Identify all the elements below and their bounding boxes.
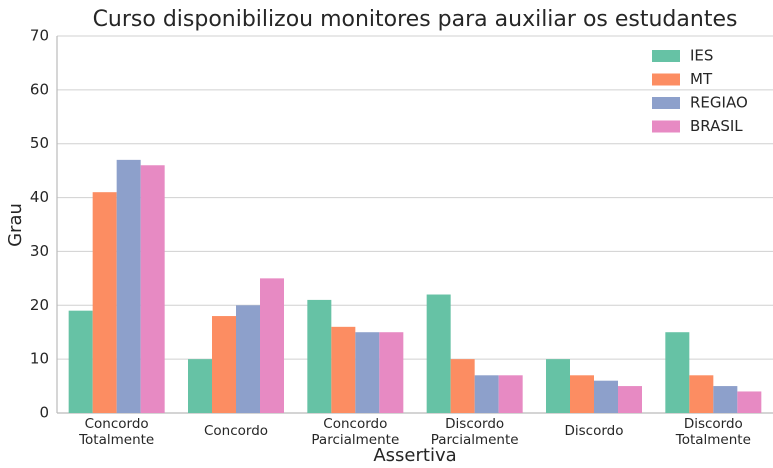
bar	[188, 359, 212, 413]
bar	[355, 332, 380, 413]
x-tick-label: Discordo Totalmente	[675, 416, 751, 448]
x-tick-label: Concordo	[203, 423, 269, 439]
chart-title: Curso disponibilizou monitores para auxi…	[93, 7, 738, 32]
bar	[426, 294, 451, 413]
y-tick-label: 20	[30, 296, 49, 314]
y-axis-label: Grau	[5, 203, 26, 247]
x-tick-label: Discordo Parcialmente	[430, 416, 519, 448]
legend-label: BRASIL	[690, 117, 743, 135]
legend-label: MT	[690, 70, 713, 88]
x-tick-label: Concordo Totalmente	[79, 416, 155, 448]
bar	[379, 332, 404, 413]
bar	[594, 380, 618, 413]
bar	[116, 159, 141, 413]
y-tick-label: 10	[30, 350, 49, 368]
bar	[236, 305, 260, 413]
bar	[212, 316, 236, 413]
x-axis-label: Assertiva	[373, 445, 456, 466]
bar	[498, 375, 523, 413]
bar	[68, 310, 93, 413]
bar	[665, 332, 690, 413]
bar	[474, 375, 499, 413]
bar	[307, 299, 332, 413]
bar	[618, 386, 642, 413]
bar	[713, 386, 738, 413]
legend-label: REGIAO	[690, 94, 748, 112]
legend-swatch	[652, 73, 680, 86]
x-tick-label: Concordo Parcialmente	[311, 416, 400, 448]
legend-swatch	[652, 97, 680, 109]
bar	[140, 165, 165, 413]
y-tick-label: 30	[30, 242, 49, 260]
bar	[331, 326, 356, 413]
legend-swatch	[652, 50, 680, 62]
y-tick-label: 60	[30, 80, 49, 98]
legend-label: IES	[690, 47, 713, 65]
bar	[546, 359, 570, 413]
bar	[570, 375, 594, 413]
y-tick-label: 0	[39, 404, 49, 422]
bar	[450, 359, 475, 413]
bar	[92, 192, 117, 413]
x-tick-label: Discordo	[564, 423, 624, 439]
bar	[737, 391, 762, 413]
legend-swatch	[652, 120, 680, 133]
bar	[260, 278, 284, 413]
y-tick-label: 70	[30, 27, 49, 45]
y-tick-label: 50	[30, 134, 49, 152]
y-tick-label: 40	[30, 188, 49, 206]
bar	[689, 375, 714, 413]
